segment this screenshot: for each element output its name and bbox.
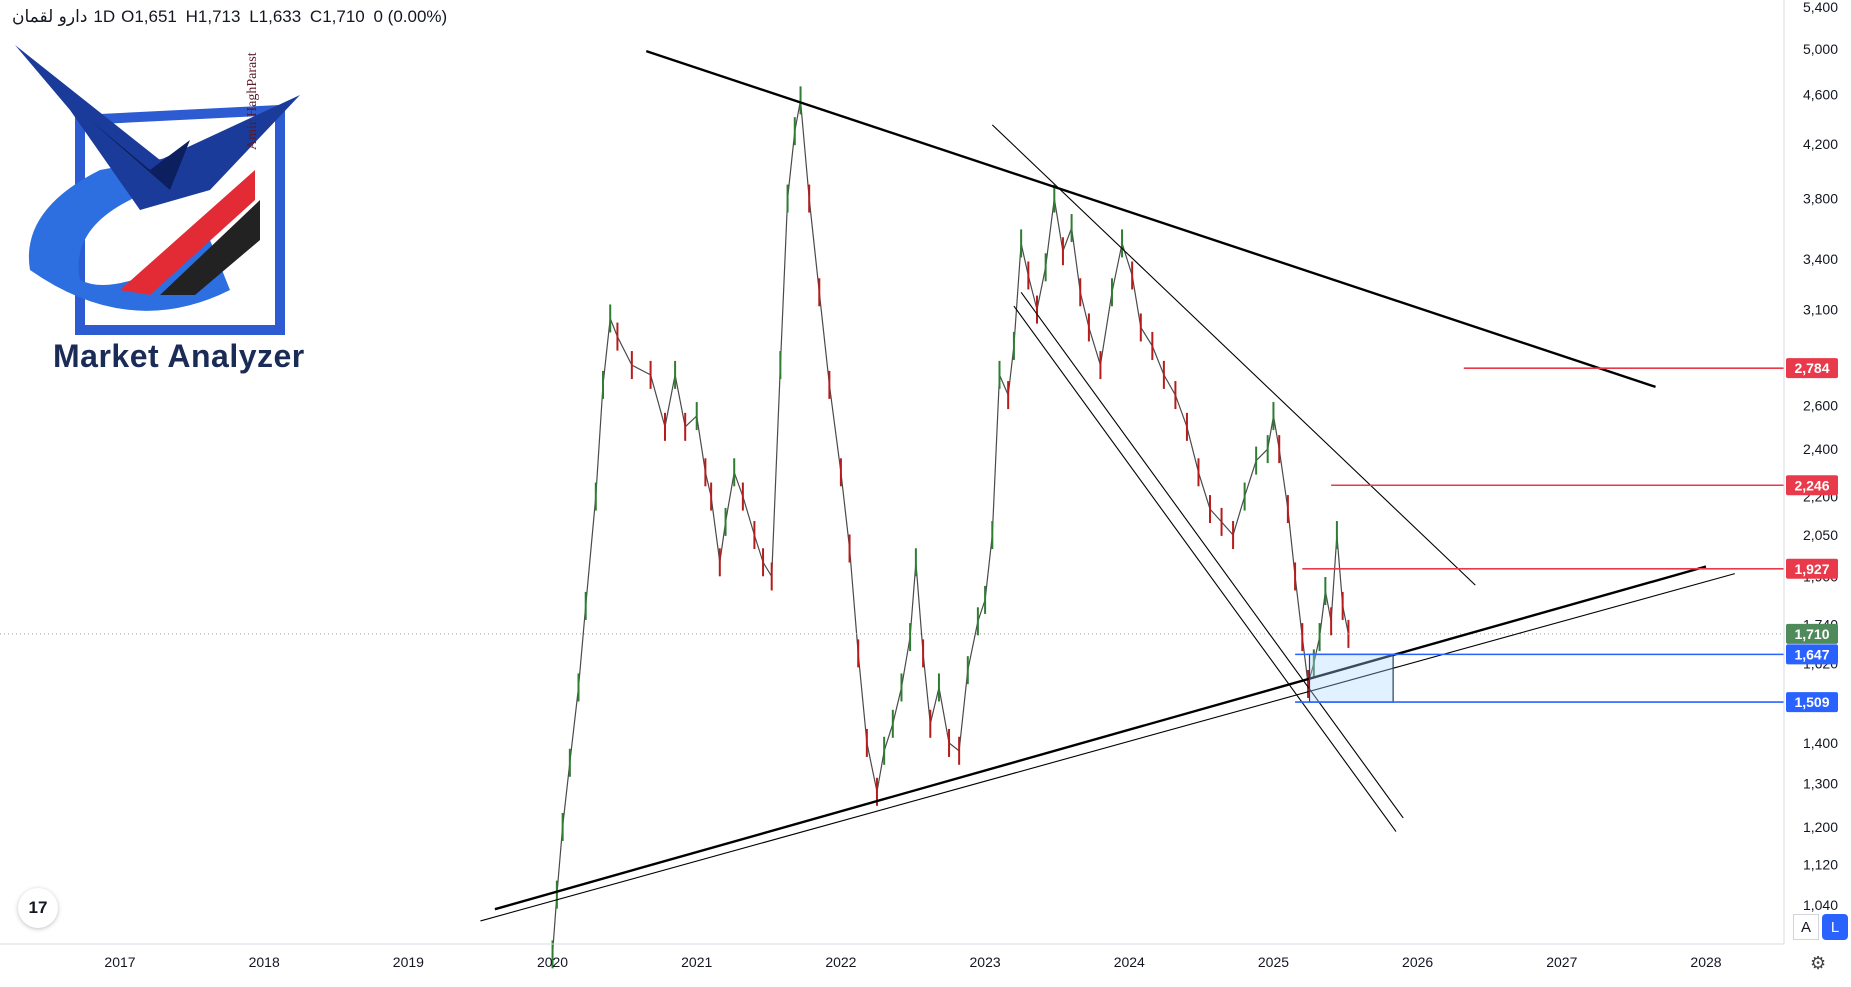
log-scale-button[interactable]: L: [1822, 914, 1848, 940]
price-label: 2,784: [1794, 360, 1829, 376]
price-label: 2,246: [1794, 477, 1829, 493]
y-tick-label: 3,800: [1803, 191, 1838, 207]
auto-scale-button[interactable]: A: [1793, 914, 1819, 940]
y-tick-label: 3,100: [1803, 302, 1838, 318]
low-value: L1,633: [249, 7, 302, 26]
open-value: O1,651: [121, 7, 177, 26]
symbol-name[interactable]: دارو لقمان: [12, 7, 88, 27]
x-tick-label: 2022: [825, 954, 856, 970]
x-tick-label: 2028: [1690, 954, 1721, 970]
descending-channel-upper[interactable]: [1020, 291, 1404, 819]
gear-icon[interactable]: ⚙: [1810, 953, 1827, 973]
y-tick-label: 5,000: [1803, 41, 1838, 57]
price-series: [0, 86, 1784, 969]
price-label-box: [1786, 475, 1838, 496]
interval[interactable]: 1D: [93, 7, 116, 26]
price-labels: 2,784 2,246 1,927 1,710 1,647 1,509: [1786, 358, 1838, 713]
logo-author-text: Amir HaghParast: [245, 52, 260, 150]
x-tick-label: 2021: [681, 954, 712, 970]
upper-resistance-trendline[interactable]: [645, 50, 1656, 389]
descending-channel-lower[interactable]: [1013, 305, 1397, 832]
main-support-trendline[interactable]: [494, 565, 1707, 911]
price-label-box: [1786, 623, 1838, 644]
ohlc-values: O1,651 H1,713 L1,633 C1,710 0 (0.00%): [121, 7, 451, 27]
x-tick-label: 2018: [249, 954, 280, 970]
close-value: C1,710: [309, 7, 365, 26]
y-tick-label: 1,300: [1803, 775, 1838, 791]
tradingview-logo-icon[interactable]: 17: [18, 888, 58, 928]
y-tick-label: 2,050: [1803, 527, 1838, 543]
support-zone-box[interactable]: [1308, 653, 1394, 703]
x-tick-label: 2019: [393, 954, 424, 970]
price-label-box: [1786, 358, 1838, 379]
logo-brand-text: Market Analyzer: [53, 338, 305, 374]
x-tick-label: 2020: [537, 954, 568, 970]
x-tick-label: 2024: [1114, 954, 1145, 970]
y-tick-label: 1,200: [1803, 819, 1838, 835]
descending-resistance-line[interactable]: [991, 124, 1476, 586]
price-label: 1,647: [1794, 646, 1829, 662]
price-label-box: [1786, 558, 1838, 579]
plot-area[interactable]: [0, 0, 1784, 944]
price-axis[interactable]: 5,4005,0004,6004,2003,8003,4003,1002,800…: [1803, 0, 1838, 913]
price-line: [551, 100, 1349, 955]
y-tick-label: 2,600: [1803, 397, 1838, 413]
price-label: 1,927: [1794, 561, 1829, 577]
y-tick-label: 1,120: [1803, 857, 1838, 873]
x-tick-label: 2025: [1258, 954, 1289, 970]
inner-support-trendline[interactable]: [480, 573, 1735, 922]
price-label: 1,509: [1794, 694, 1829, 710]
symbol-header: دارو لقمان 1D O1,651 H1,713 L1,633 C1,71…: [12, 7, 451, 27]
change-value: 0 (0.00%): [373, 7, 448, 26]
y-tick-label: 5,400: [1803, 0, 1838, 15]
y-tick-label: 2,400: [1803, 441, 1838, 457]
horizontal-levels: [1295, 367, 1784, 703]
price-label: 1,710: [1794, 626, 1829, 642]
trendline-drawings[interactable]: [480, 50, 1735, 922]
high-value: H1,713: [185, 7, 241, 26]
time-axis[interactable]: 2017 2018 2019 2020 2021 2022 2023 2024 2025 2026…: [104, 954, 1721, 970]
y-tick-label: 3,400: [1803, 251, 1838, 267]
x-tick-label: 2017: [104, 954, 135, 970]
y-tick-label: 1,040: [1803, 897, 1838, 913]
price-label-box: [1786, 692, 1838, 713]
y-tick-label: 4,200: [1803, 136, 1838, 152]
x-tick-label: 2023: [970, 954, 1001, 970]
y-tick-label: 1,400: [1803, 735, 1838, 751]
x-tick-label: 2026: [1402, 954, 1433, 970]
market-analyzer-logo: [15, 45, 300, 335]
x-tick-label: 2027: [1546, 954, 1577, 970]
y-tick-label: 4,600: [1803, 86, 1838, 102]
price-label-box: [1786, 644, 1838, 665]
